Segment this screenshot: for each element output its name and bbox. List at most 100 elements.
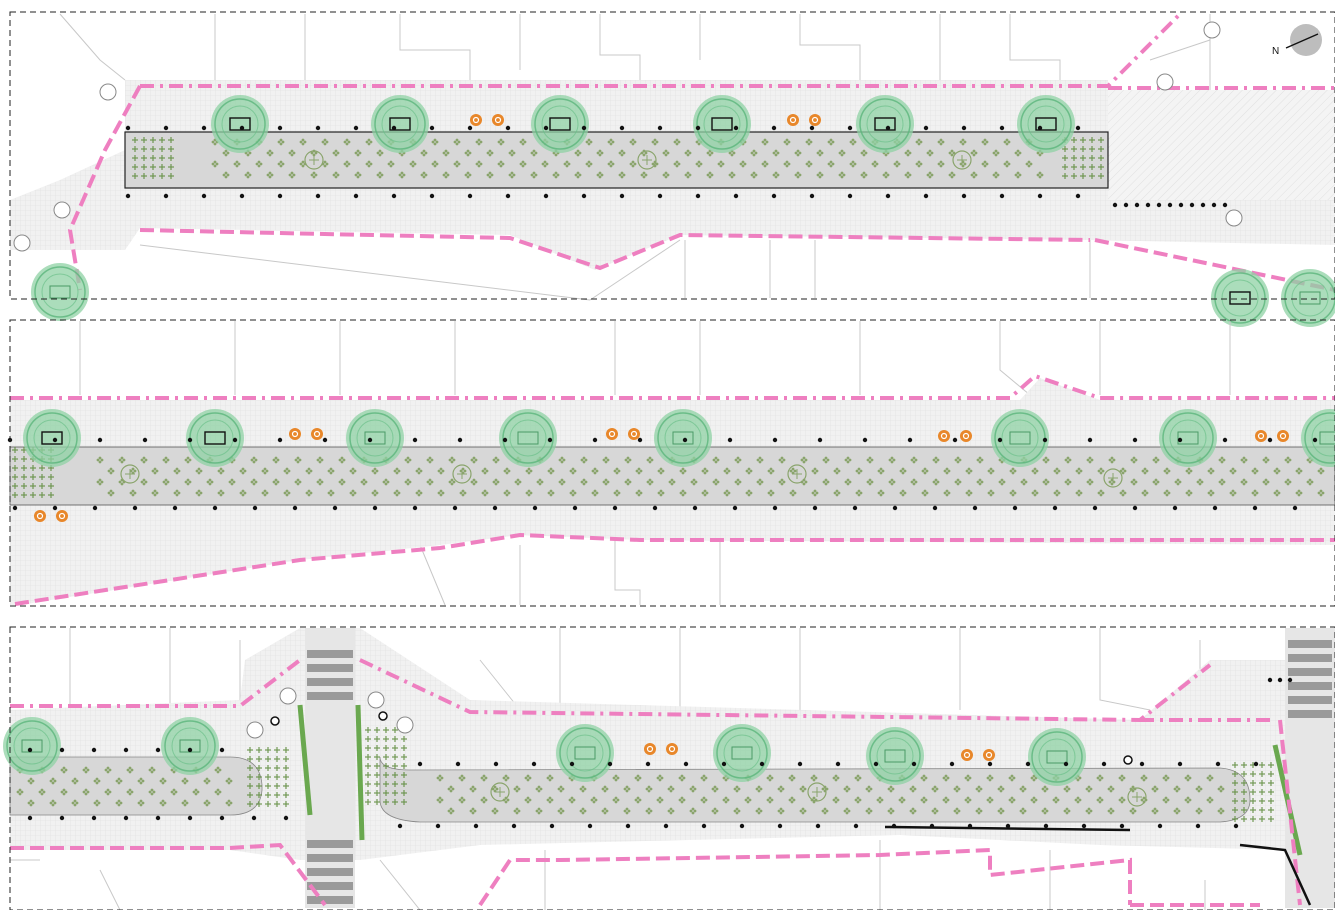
plant-cluster [569, 489, 577, 497]
bollard [721, 761, 727, 767]
bollard [502, 437, 508, 443]
shrub [256, 783, 262, 789]
shrub [1241, 789, 1247, 795]
shrub [1080, 173, 1086, 179]
bollard [27, 815, 33, 821]
bollard [682, 437, 688, 443]
plant-cluster [849, 138, 857, 146]
bollard [1177, 761, 1183, 767]
shrub [1241, 780, 1247, 786]
plant-cluster [613, 467, 621, 475]
plant-cluster [811, 489, 819, 497]
bollard [12, 505, 18, 511]
shrub [265, 774, 271, 780]
shrub [1071, 173, 1077, 179]
shrub [12, 447, 18, 453]
bollard [923, 193, 929, 199]
plant-cluster [129, 489, 137, 497]
plant-cluster [192, 788, 200, 796]
plant-cluster [734, 478, 742, 486]
lamp-post [246, 721, 264, 739]
plant-cluster [1014, 171, 1022, 179]
plant-cluster [943, 467, 951, 475]
plant-cluster [547, 489, 555, 497]
bollard [511, 823, 517, 829]
shrub [374, 772, 380, 778]
plant-cluster [915, 160, 923, 168]
crosswalk-stripe [1288, 710, 1332, 718]
bollard [911, 761, 917, 767]
shrub [374, 763, 380, 769]
shrub [168, 146, 174, 152]
plant-cluster [882, 171, 890, 179]
plant-cluster [975, 807, 983, 815]
street-trees [31, 95, 1335, 327]
shrub [383, 790, 389, 796]
plant-cluster [909, 807, 917, 815]
plant-cluster [1240, 478, 1248, 486]
plant-cluster [767, 467, 775, 475]
shrub [1232, 807, 1238, 813]
plant-cluster [1262, 478, 1270, 486]
shrub [274, 801, 280, 807]
plant-cluster [1151, 807, 1159, 815]
plant-cluster [558, 456, 566, 464]
shrub [383, 781, 389, 787]
plant-cluster [1240, 456, 1248, 464]
plant-cluster [975, 785, 983, 793]
plant-cluster [214, 766, 222, 774]
bollard [972, 505, 978, 511]
plant-cluster [332, 149, 340, 157]
shrub [383, 772, 389, 778]
shrub [30, 474, 36, 480]
crosswalk-stripe [307, 840, 353, 848]
plant-cluster [222, 171, 230, 179]
bollard [201, 125, 207, 131]
bike-rack [809, 114, 821, 126]
bollard [692, 505, 698, 511]
shrub [1232, 816, 1238, 822]
shrub [39, 465, 45, 471]
plant-cluster [203, 799, 211, 807]
crosswalk-stripe [1288, 682, 1332, 690]
plant-cluster [1195, 785, 1203, 793]
plant-cluster [525, 489, 533, 497]
shrub [12, 492, 18, 498]
plant-cluster [519, 138, 527, 146]
plant-cluster [1152, 456, 1160, 464]
shrub [283, 756, 289, 762]
plant-cluster [266, 171, 274, 179]
shrub [159, 164, 165, 170]
shrub [365, 727, 371, 733]
shrub [1080, 137, 1086, 143]
tree-canopy [1211, 269, 1269, 327]
plant-cluster [888, 456, 896, 464]
plant-cluster [689, 807, 697, 815]
shrub [247, 783, 253, 789]
plant-cluster [173, 467, 181, 475]
plant-cluster [431, 138, 439, 146]
plant-cluster [1317, 489, 1325, 497]
bollard [885, 193, 891, 199]
plant-cluster [816, 149, 824, 157]
plant-cluster [1097, 467, 1105, 475]
plant-cluster [420, 149, 428, 157]
plant-cluster [107, 489, 115, 497]
street-trees [23, 409, 1335, 467]
plant-cluster [1064, 478, 1072, 486]
shrub [1080, 164, 1086, 170]
shrub [274, 792, 280, 798]
shrub [383, 727, 389, 733]
plant-cluster [904, 171, 912, 179]
shrub [283, 801, 289, 807]
plant-cluster [943, 489, 951, 497]
plant-cluster [376, 149, 384, 157]
plant-cluster [82, 766, 90, 774]
plant-cluster [137, 799, 145, 807]
plant-cluster [404, 456, 412, 464]
plant-cluster [181, 777, 189, 785]
plant-cluster [184, 478, 192, 486]
plant-cluster [497, 160, 505, 168]
plant-cluster [700, 774, 708, 782]
bollard [549, 823, 555, 829]
